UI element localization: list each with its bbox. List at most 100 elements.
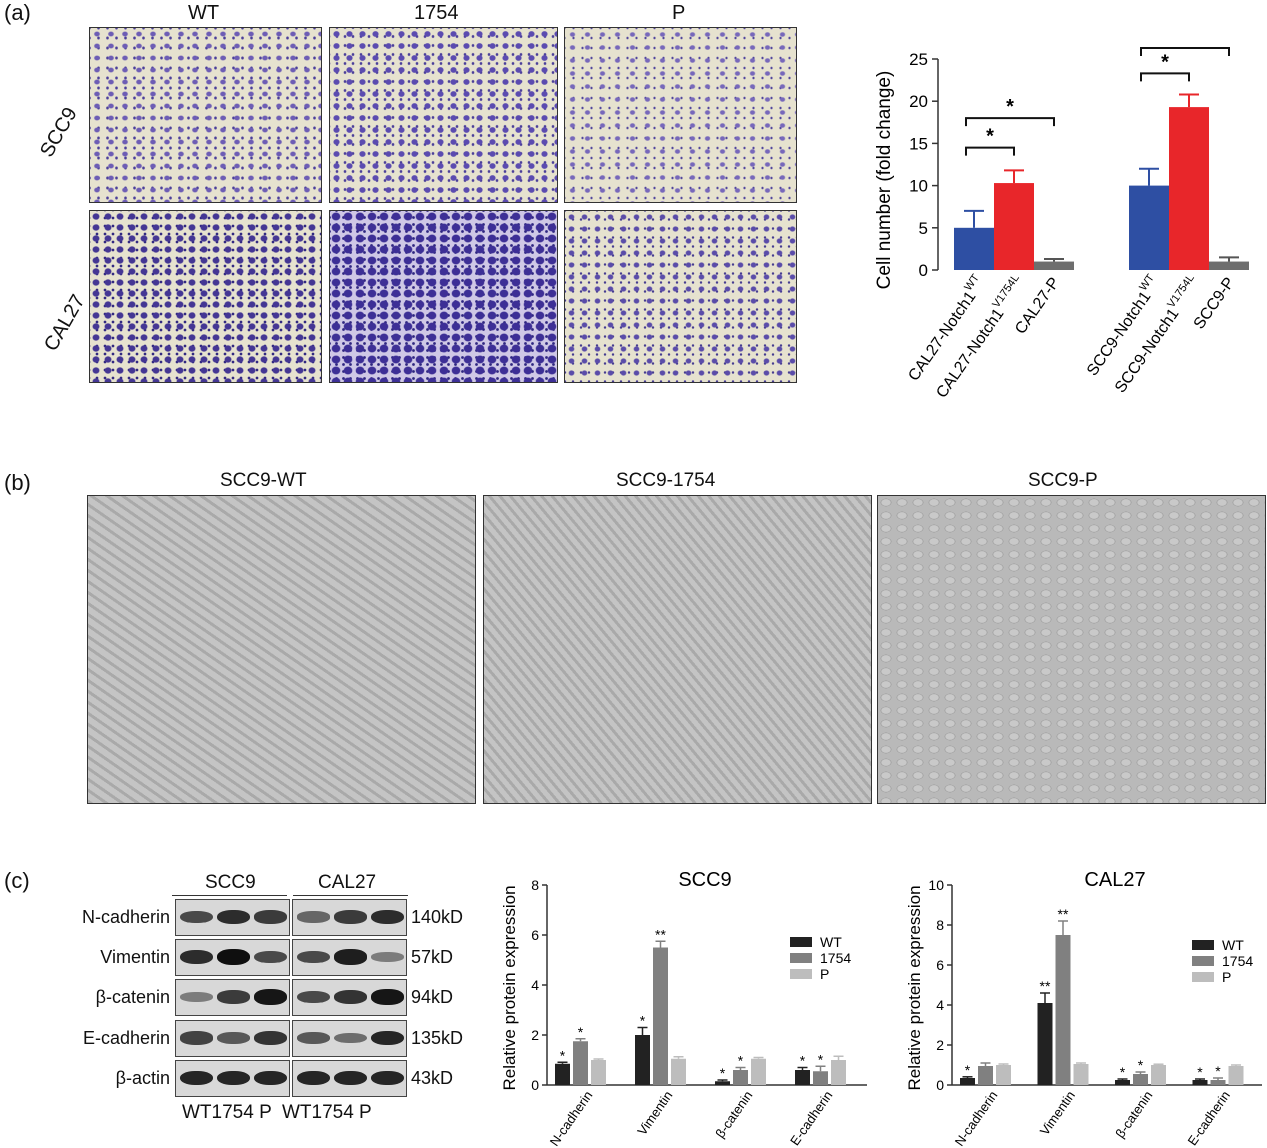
wb-protein-label: E-cadherin bbox=[82, 1028, 170, 1048]
significance-stars: ** bbox=[655, 926, 666, 942]
significance-stars: * bbox=[1006, 96, 1014, 118]
cal27-y-axis-label: Relative protein expression bbox=[905, 885, 924, 1090]
phase-contrast-scc9-wt bbox=[87, 495, 476, 804]
bar bbox=[1210, 1080, 1226, 1085]
row-label-cal27: CAL27 bbox=[40, 291, 90, 355]
x-tick-label: E-cadherin bbox=[1185, 1088, 1233, 1148]
significance-stars: * bbox=[640, 1013, 646, 1029]
wb-blot-box bbox=[292, 1020, 407, 1057]
bar bbox=[1129, 185, 1169, 270]
y-tick-label: 4 bbox=[936, 997, 944, 1013]
wb-band bbox=[217, 1070, 250, 1086]
title-scc9-wt: SCC9-WT bbox=[220, 470, 307, 491]
wb-protein-label: Vimentin bbox=[100, 947, 170, 967]
wb-protein-label: β-actin bbox=[115, 1068, 170, 1088]
wb-size-label: 43kD bbox=[411, 1068, 454, 1088]
wb-band bbox=[297, 911, 330, 923]
significance-stars: * bbox=[1161, 51, 1169, 73]
bar bbox=[715, 1081, 730, 1085]
wb-lane-labels: WT1754 P WT1754 P bbox=[182, 1102, 372, 1123]
significance-stars: ** bbox=[1177, 40, 1193, 48]
legend-label: P bbox=[820, 966, 829, 982]
wb-blot-box bbox=[175, 1020, 290, 1057]
cal27-protein-chart: CAL27 Relative protein expression 0 2 4 6 8 1… bbox=[905, 869, 1262, 1148]
col-label-p: P bbox=[672, 2, 686, 24]
wb-band bbox=[180, 1070, 213, 1086]
micrograph-cal27-1754 bbox=[329, 210, 558, 383]
scc9-chart-title: SCC9 bbox=[678, 869, 731, 891]
micrograph-scc9-p bbox=[564, 27, 797, 203]
wb-band bbox=[371, 1030, 404, 1046]
significance-stars: * bbox=[560, 1047, 566, 1063]
micrograph-cal27-p bbox=[564, 210, 797, 383]
wb-band bbox=[180, 910, 213, 924]
micrograph-cal27-wt bbox=[89, 210, 322, 383]
wb-group-cal27: CAL27 bbox=[318, 872, 377, 893]
bar bbox=[591, 1060, 606, 1085]
bar bbox=[1169, 107, 1209, 270]
legend-label: 1754 bbox=[1222, 953, 1253, 969]
legend-swatch bbox=[1192, 956, 1214, 966]
wb-band bbox=[334, 990, 367, 1004]
y-tick-label: 25 bbox=[909, 50, 928, 69]
micrograph-scc9-wt bbox=[89, 27, 322, 203]
significance-stars: * bbox=[738, 1053, 744, 1069]
x-tick-label: E-cadherin bbox=[787, 1088, 835, 1148]
x-tick-label: Vimentin bbox=[634, 1088, 675, 1138]
bar bbox=[671, 1058, 686, 1085]
wb-band bbox=[297, 1070, 330, 1086]
legend-label: WT bbox=[820, 934, 842, 950]
wb-group-cal27-line bbox=[293, 895, 408, 896]
wb-blot-box bbox=[292, 979, 407, 1016]
significance-stars: ** bbox=[1040, 978, 1051, 994]
y-tick-label: 4 bbox=[531, 977, 539, 993]
wb-band bbox=[334, 910, 367, 924]
legend-swatch bbox=[790, 937, 812, 947]
legend-label: 1754 bbox=[820, 950, 851, 966]
bar bbox=[994, 183, 1034, 270]
significance-stars: * bbox=[720, 1065, 726, 1081]
x-tick-label-superscript: V1754L bbox=[1165, 272, 1197, 310]
bar bbox=[635, 1035, 650, 1085]
x-tick-label-superscript: WT bbox=[962, 272, 982, 293]
y-tick-label: 0 bbox=[936, 1077, 944, 1093]
y-tick-label: 2 bbox=[531, 1027, 539, 1043]
x-tick-label: SCC9-P bbox=[1191, 275, 1239, 333]
legend-swatch bbox=[1192, 972, 1214, 982]
bar bbox=[1073, 1064, 1089, 1085]
wb-blot-box bbox=[292, 939, 407, 976]
legend-swatch bbox=[1192, 940, 1214, 950]
wb-band bbox=[217, 909, 250, 925]
wb-band bbox=[254, 1031, 287, 1045]
wb-band bbox=[217, 949, 250, 965]
significance-bracket bbox=[1140, 72, 1190, 82]
scc9-y-axis-label: Relative protein expression bbox=[500, 885, 519, 1090]
bar bbox=[1037, 1003, 1053, 1085]
y-axis-label: Cell number (fold change) bbox=[874, 71, 895, 290]
x-tick-label: β-catenin bbox=[1112, 1088, 1155, 1141]
significance-stars: * bbox=[1215, 1063, 1221, 1079]
panel-a-letter: (a) bbox=[4, 0, 31, 25]
micrograph-scc9-1754 bbox=[329, 27, 558, 203]
phase-contrast-scc9-p bbox=[877, 495, 1266, 804]
x-tick-label: CAL27-Notch1WT bbox=[902, 272, 989, 384]
wb-group-scc9: SCC9 bbox=[205, 872, 256, 893]
bar bbox=[1034, 261, 1074, 270]
wb-band bbox=[297, 950, 330, 964]
wb-blot-box bbox=[175, 1060, 290, 1097]
col-label-1754: 1754 bbox=[414, 2, 459, 24]
legend-label: WT bbox=[1222, 937, 1244, 953]
title-scc9-1754: SCC9-1754 bbox=[616, 470, 716, 491]
bar bbox=[1115, 1080, 1130, 1085]
bar bbox=[1133, 1074, 1148, 1085]
wb-size-label: 140kD bbox=[411, 907, 464, 927]
y-tick-label: 6 bbox=[531, 927, 539, 943]
significance-stars: * bbox=[818, 1051, 824, 1067]
wb-band bbox=[334, 1070, 367, 1086]
y-tick-label: 10 bbox=[928, 877, 944, 893]
bar bbox=[573, 1041, 588, 1085]
wb-band bbox=[254, 1070, 287, 1086]
bar bbox=[996, 1065, 1011, 1085]
wb-blot-box bbox=[175, 899, 290, 936]
x-tick-label: CAL27-P bbox=[1012, 275, 1063, 338]
